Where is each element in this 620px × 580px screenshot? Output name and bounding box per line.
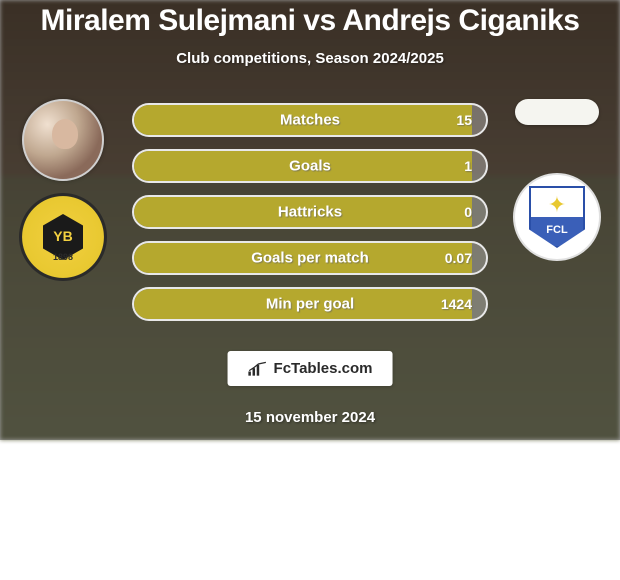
stat-bar-hattricks: Hattricks 0	[132, 195, 488, 229]
stat-value: 15	[456, 112, 472, 128]
player-avatar-left	[22, 99, 104, 181]
stat-label: Hattricks	[278, 204, 342, 221]
right-column: ✦ FCL	[502, 99, 612, 261]
crest-abbr: FCL	[546, 224, 567, 236]
stat-label: Goals	[289, 158, 331, 175]
player-pill-right	[515, 99, 599, 125]
stat-bar-goals: Goals 1	[132, 149, 488, 183]
content-wrapper: Miralem Sulejmani vs Andrejs Ciganiks Cl…	[0, 0, 620, 440]
crest-star-icon: ✦	[548, 194, 566, 216]
stats-card: Miralem Sulejmani vs Andrejs Ciganiks Cl…	[0, 0, 620, 440]
team-crest-right: ✦ FCL	[513, 173, 601, 261]
stats-column: Matches 15 Goals 1 Hattricks 0 Goals per…	[118, 99, 502, 321]
stat-bar-gpm: Goals per match 0.07	[132, 241, 488, 275]
stat-value: 1424	[441, 296, 472, 312]
stat-bar-matches: Matches 15	[132, 103, 488, 137]
stat-label: Matches	[280, 112, 340, 129]
footer-date: 15 november 2024	[245, 409, 375, 426]
subtitle: Club competitions, Season 2024/2025	[0, 50, 620, 67]
below-whitespace	[0, 440, 620, 580]
crest-abbr: YB	[53, 228, 72, 244]
main-row: YB 1898 Matches 15 Goals 1 Hattricks	[0, 99, 620, 321]
stat-label: Min per goal	[266, 296, 354, 313]
team-crest-left: YB 1898	[19, 193, 107, 281]
crest-shield: ✦ FCL	[529, 186, 585, 248]
left-column: YB 1898	[8, 99, 118, 281]
stat-value: 0	[464, 204, 472, 220]
stat-value: 0.07	[445, 250, 472, 266]
page-title: Miralem Sulejmani vs Andrejs Ciganiks	[0, 4, 620, 38]
stat-value: 1	[464, 158, 472, 174]
stat-bar-mpg: Min per goal 1424	[132, 287, 488, 321]
crest-year: 1898	[53, 252, 73, 262]
stat-label: Goals per match	[251, 250, 369, 267]
chart-icon	[248, 361, 268, 377]
brand-text: FcTables.com	[274, 360, 373, 377]
brand-badge[interactable]: FcTables.com	[228, 351, 393, 386]
